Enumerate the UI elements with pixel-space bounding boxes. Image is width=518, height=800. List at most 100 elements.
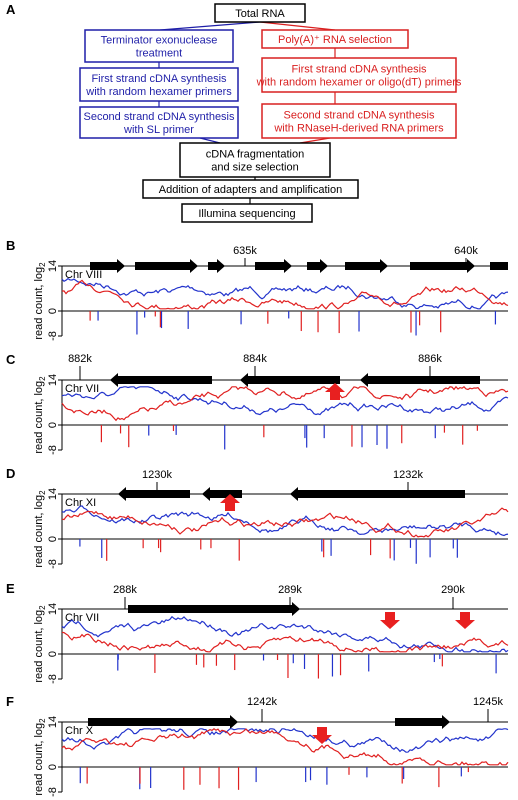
flow-line: Second strand cDNA synthesis [83, 111, 235, 123]
y-tick-label: 0 [47, 651, 59, 657]
gene-arrow [88, 715, 238, 729]
position-label: 1230k [142, 469, 172, 481]
highlight-arrow [312, 727, 332, 744]
highlight-arrow [380, 612, 400, 629]
flow-line: Second strand cDNA synthesis [283, 110, 435, 122]
flow-text: First strand cDNA synthesis with random h… [256, 64, 462, 89]
flow-text: Poly(A)⁺ RNA selection [278, 34, 392, 46]
y-axis-label: read count, log2 [33, 718, 47, 796]
gene-arrow [255, 259, 292, 273]
flow-line: First strand cDNA synthesis [91, 73, 227, 85]
y-axis-label-sub: 2 [38, 376, 47, 381]
panel-label: B [6, 238, 15, 253]
gene-arrow [110, 373, 212, 387]
gene-arrow [202, 487, 242, 501]
coverage-trace [61, 385, 509, 422]
gene-arrow [135, 259, 198, 273]
flow-text: Total RNA [235, 8, 285, 20]
y-tick-label: 0 [47, 764, 59, 770]
y-tick-label: -8 [47, 787, 59, 797]
flow-box [84, 29, 234, 63]
gene-arrow [128, 602, 300, 616]
flow-line: with RNaseH-derived RNA primers [273, 123, 444, 135]
y-tick-label: 14 [47, 260, 59, 272]
position-label: 635k [233, 245, 257, 257]
y-tick-label: 14 [47, 488, 59, 500]
position-label: 1242k [247, 696, 277, 708]
position-label: 884k [243, 353, 267, 365]
flow-box [79, 106, 239, 139]
gene-arrow [307, 259, 328, 273]
highlight-arrow [220, 494, 240, 511]
flow-line: First strand cDNA synthesis [291, 64, 427, 76]
chromosome-label: Chr VIII [65, 269, 102, 281]
y-axis-label-text: read count, log [33, 381, 45, 454]
position-label: 886k [418, 353, 442, 365]
flow-text: Addition of adapters and amplification [159, 184, 342, 196]
y-axis-label: read count, log2 [33, 490, 47, 568]
y-tick-label: 0 [47, 422, 59, 428]
flow-text: cDNA fragmentation and size selection [206, 149, 304, 174]
y-tick-label: 0 [47, 308, 59, 314]
flow-line: Total RNA [235, 8, 285, 20]
y-tick-label: 14 [47, 603, 59, 615]
gene-arrow [240, 373, 340, 387]
connector [299, 137, 331, 144]
coverage-trace [61, 615, 509, 653]
y-axis-label: read count, log2 [33, 376, 47, 454]
y-tick-label: -8 [47, 559, 59, 569]
chromosome-label: Chr XI [65, 497, 96, 509]
highlight-arrow [455, 612, 475, 629]
gene-arrow [395, 715, 450, 729]
coverage-trace [61, 507, 509, 538]
gene-arrow [410, 259, 475, 273]
flow-box [181, 203, 313, 223]
coverage-trace [61, 505, 509, 537]
flow-text: Illumina sequencing [198, 208, 295, 220]
connector [259, 21, 336, 31]
connector [159, 21, 261, 31]
position-label: 882k [68, 353, 92, 365]
flow-box [142, 179, 359, 199]
y-axis-label: read count, log2 [33, 262, 47, 340]
flow-line: with random hexamer primers [85, 86, 232, 98]
flow-text: Terminator exonuclease treatment [101, 35, 218, 60]
y-tick-label: 0 [47, 536, 59, 542]
flow-line: Poly(A)⁺ RNA selection [278, 34, 392, 46]
flow-line: cDNA fragmentation [206, 149, 304, 161]
y-tick-label: -8 [47, 674, 59, 684]
chromosome-label: Chr VII [65, 612, 99, 624]
flow-text: First strand cDNA synthesis with random h… [85, 73, 232, 98]
y-axis-label-text: read count, log [33, 723, 45, 796]
gene-arrow [118, 487, 190, 501]
y-axis-label-text: read count, log [33, 495, 45, 568]
y-tick-label: -8 [47, 445, 59, 455]
coverage-trace [61, 277, 509, 310]
flow-box [261, 103, 457, 139]
y-tick-label: 14 [47, 716, 59, 728]
flow-box [261, 57, 457, 93]
flow-line: Illumina sequencing [198, 208, 295, 220]
gene-arrow [290, 487, 465, 501]
flow-text: Second strand cDNA synthesis with SL prim… [83, 111, 235, 136]
y-axis-label-text: read count, log [33, 610, 45, 683]
panel-label: A [6, 2, 16, 17]
highlight-arrow [325, 383, 345, 400]
flow-box [179, 142, 331, 178]
y-axis-label-sub: 2 [38, 262, 47, 267]
flow-line: treatment [136, 48, 182, 60]
position-label: 290k [441, 584, 465, 596]
y-tick-label: 14 [47, 374, 59, 386]
panel-label: C [6, 352, 16, 367]
y-axis-label-text: read count, log [33, 267, 45, 340]
chromosome-label: Chr X [65, 725, 94, 737]
chromosome-label: Chr VII [65, 383, 99, 395]
position-label: 640k [454, 245, 478, 257]
flow-box [79, 67, 239, 102]
y-tick-label: -8 [47, 331, 59, 341]
flow-text: Second strand cDNA synthesis with RNaseH-… [273, 110, 444, 135]
position-label: 1232k [393, 469, 423, 481]
coverage-trace [61, 386, 509, 416]
flow-line: and size selection [211, 162, 298, 174]
